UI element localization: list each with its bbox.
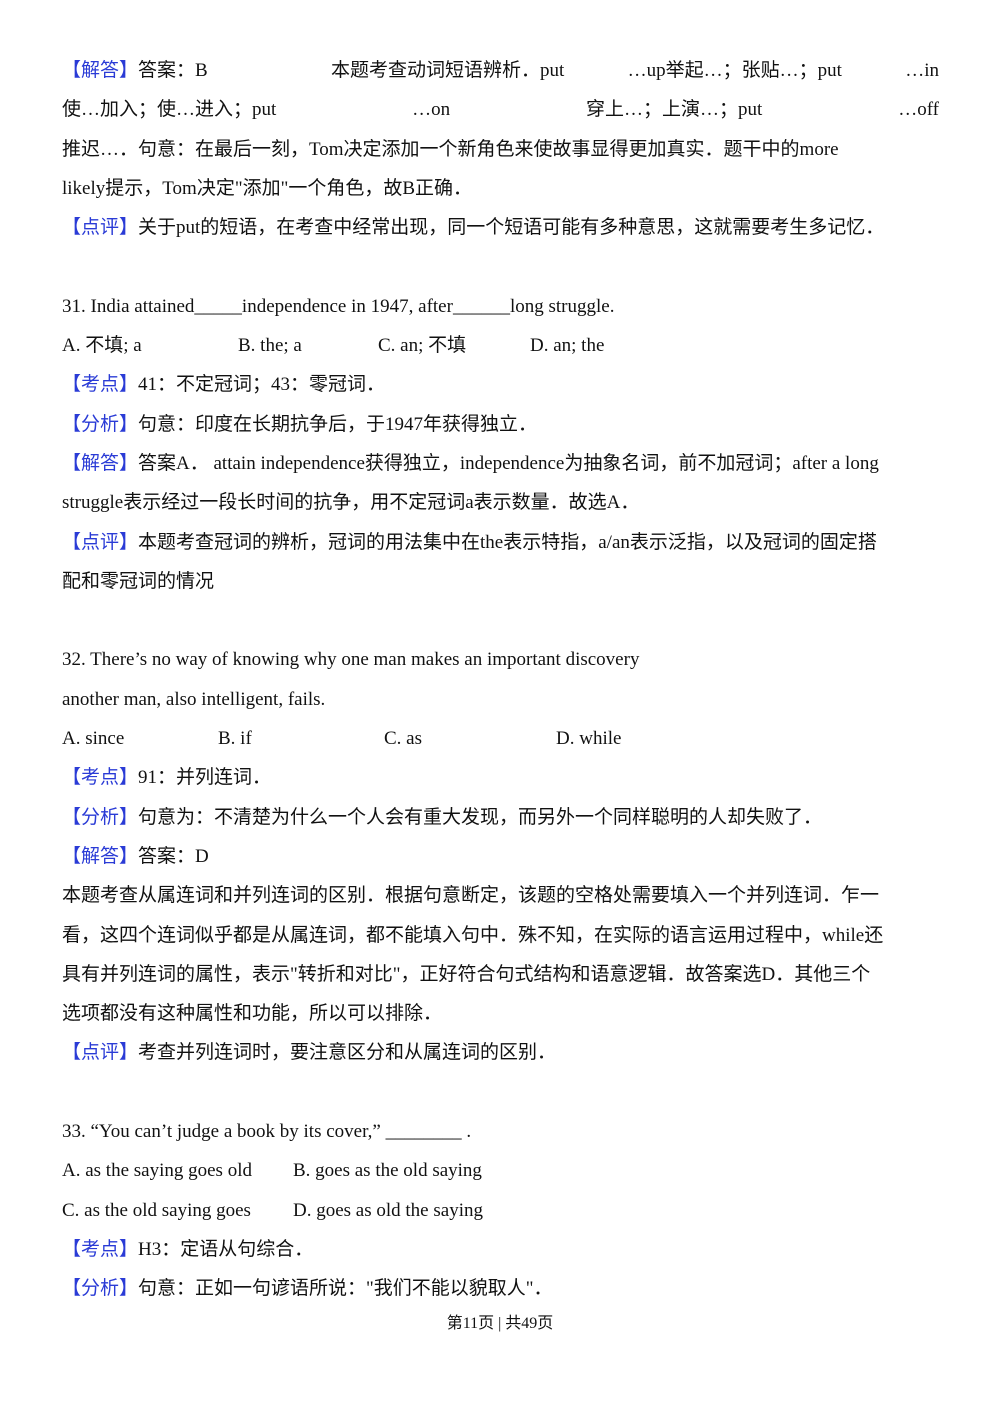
question-32-cont: another man, also intelligent, fails. xyxy=(62,688,326,710)
answer-text: …up举起…；张贴…；put xyxy=(627,60,842,81)
page-footer: 第11页 | 共49页 xyxy=(446,1315,554,1332)
point-text: 91：并列连词． xyxy=(138,767,272,789)
spacer xyxy=(62,247,939,286)
point-line: 【考点】91：并列连词． xyxy=(62,758,939,797)
option-a: A. since xyxy=(62,728,125,750)
spacer xyxy=(62,601,939,640)
comment-tag: 【点评】 xyxy=(62,1042,139,1064)
option-b: B. if xyxy=(218,728,252,750)
point-text: H3：定语从句综合． xyxy=(138,1238,314,1260)
answer-text: …on xyxy=(412,99,451,121)
spacer xyxy=(62,1073,939,1112)
answer-text: likely提示，Tom决定"添加"一个角色，故B正确． xyxy=(62,177,473,199)
option-d: D. while xyxy=(556,728,622,750)
option-b: B. the; a xyxy=(238,335,302,357)
analysis-tag: 【分析】 xyxy=(62,806,139,828)
analysis-line: 【分析】句意：正如一句谚语所说："我们不能以貌取人"． xyxy=(62,1269,939,1308)
explain-text: 本题考查从属连词和并列连词的区别．根据句意断定，该题的空格处需要填入一个并列连词… xyxy=(62,885,880,907)
option-c: C. as xyxy=(384,728,422,750)
comment-line: 【点评】关于put的短语，在考查中经常出现，同一个短语可能有多种意思，这就需要考… xyxy=(62,208,939,247)
comment-text: 关于put的短语，在考查中经常出现，同一个短语可能有多种意思，这就需要考生多记忆… xyxy=(138,217,885,239)
options-32: A. since B. if C. as D. while xyxy=(62,719,939,758)
point-tag: 【考点】 xyxy=(62,1238,139,1260)
question-32: 32. There’s no way of knowing why one ma… xyxy=(62,649,640,671)
point-tag: 【考点】 xyxy=(62,767,139,789)
point-line: 【考点】41：不定冠词；43：零冠词． xyxy=(62,365,939,404)
answer-text: 答案：D xyxy=(138,845,209,867)
comment-tag: 【点评】 xyxy=(62,217,139,239)
option-a: A. as the saying goes old xyxy=(62,1160,252,1182)
analysis-tag: 【分析】 xyxy=(62,413,139,435)
analysis-text: 句意为：不清楚为什么一个人会有重大发现，而另外一个同样聪明的人却失败了． xyxy=(138,806,823,828)
question-31: 31. India attained_____independence in 1… xyxy=(62,295,615,317)
answer-text: 【解答】答案：B xyxy=(62,60,208,81)
answer-line: 【解答】答案：D xyxy=(62,837,939,876)
answer-tag: 【解答】 xyxy=(62,452,139,474)
option-b: B. goes as the old saying xyxy=(293,1160,482,1182)
answer-tag: 【解答】 xyxy=(62,845,139,867)
option-d: D. goes as old the saying xyxy=(293,1199,483,1221)
point-text: 41：不定冠词；43：零冠词． xyxy=(138,374,386,396)
question-33: 33. “You can’t judge a book by its cover… xyxy=(62,1121,472,1143)
answer-text: 使…加入；使…进入；put xyxy=(62,99,277,121)
comment-text: 配和零冠词的情况 xyxy=(62,570,215,592)
answer-text: 本题考查动词短语辨析．put xyxy=(331,60,565,81)
answer-line: 【解答】答案A． attain independence获得独立，indepen… xyxy=(62,444,939,483)
explain-text: 具有并列连词的属性，表示"转折和对比"，正好符合句式结构和语意逻辑．故答案选D．… xyxy=(62,963,871,985)
prev-answer-line: 使…加入；使…进入；put …on 穿上…；上演…；put …off xyxy=(62,90,939,129)
answer-text: …in xyxy=(905,60,939,81)
options-31: A. 不填; a B. the; a C. an; 不填 D. an; the xyxy=(62,326,939,365)
comment-line: 【点评】考查并列连词时，要注意区分和从属连词的区别． xyxy=(62,1033,939,1072)
option-a: A. 不填; a xyxy=(62,335,142,357)
answer-text: struggle表示经过一段长时间的抗争，用不定冠词a表示数量．故选A． xyxy=(62,492,640,514)
document-page: 【解答】答案：B 本题考查动词短语辨析．put …up举起…；张贴…；put …… xyxy=(62,51,939,1309)
comment-text: 本题考查冠词的辨析，冠词的用法集中在the表示特指，a/an表示泛指，以及冠词的… xyxy=(138,531,877,553)
explain-text: 看，这四个连词似乎都是从属连词，都不能填入句中．殊不知，在实际的语言运用过程中，… xyxy=(62,924,884,946)
comment-line: 【点评】本题考查冠词的辨析，冠词的用法集中在the表示特指，a/an表示泛指，以… xyxy=(62,523,939,562)
options-33-row2: C. as the old saying goes D. goes as old … xyxy=(62,1191,939,1230)
point-line: 【考点】H3：定语从句综合． xyxy=(62,1230,939,1269)
option-c: C. as the old saying goes xyxy=(62,1199,251,1221)
point-tag: 【考点】 xyxy=(62,374,139,396)
comment-tag: 【点评】 xyxy=(62,531,139,553)
answer-text: 答案A． attain independence获得独立，independenc… xyxy=(138,452,879,474)
answer-text: …off xyxy=(898,99,939,121)
answer-tag: 【解答】 xyxy=(62,60,139,81)
option-c: C. an; 不填 xyxy=(378,335,467,357)
analysis-line: 【分析】句意：印度在长期抗争后，于1947年获得独立． xyxy=(62,405,939,444)
comment-text: 考查并列连词时，要注意区分和从属连词的区别． xyxy=(138,1042,557,1064)
answer-text: 推迟…．句意：在最后一刻，Tom决定添加一个新角色来使故事显得更加真实．题干中的… xyxy=(62,138,839,160)
option-d: D. an; the xyxy=(530,335,605,357)
analysis-tag: 【分析】 xyxy=(62,1278,139,1300)
explain-text: 选项都没有这种属性和功能，所以可以排除． xyxy=(62,1003,443,1025)
analysis-text: 句意：印度在长期抗争后，于1947年获得独立． xyxy=(138,413,538,435)
answer-text: 穿上…；上演…；put xyxy=(586,99,763,121)
options-33-row1: A. as the saying goes old B. goes as the … xyxy=(62,1151,939,1190)
analysis-text: 句意：正如一句谚语所说："我们不能以貌取人"． xyxy=(138,1278,553,1300)
analysis-line: 【分析】句意为：不清楚为什么一个人会有重大发现，而另外一个同样聪明的人却失败了． xyxy=(62,798,939,837)
prev-answer-line: 【解答】答案：B 本题考查动词短语辨析．put …up举起…；张贴…；put …… xyxy=(62,51,939,90)
